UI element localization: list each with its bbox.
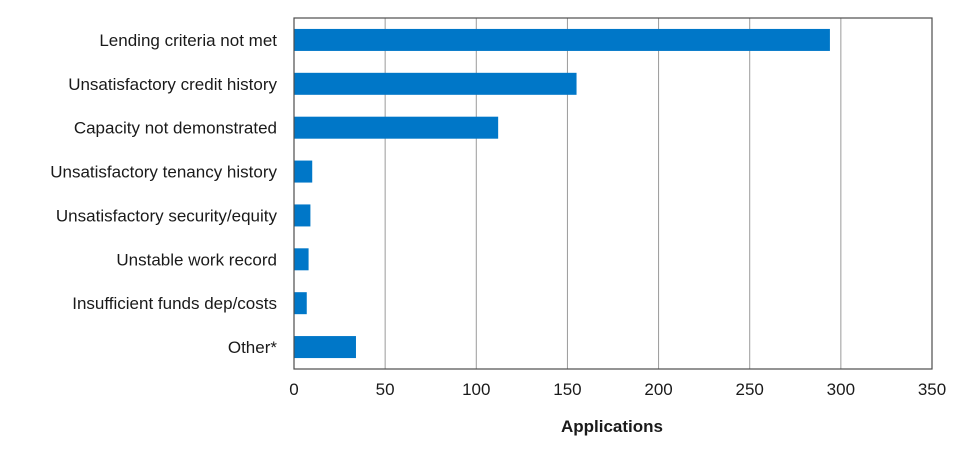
category-labels: Lending criteria not met Unsatisfactory c… (50, 31, 277, 357)
x-tick-label: 250 (736, 380, 764, 399)
bar (294, 72, 577, 95)
bar (294, 204, 311, 227)
x-tick-label: 50 (376, 380, 395, 399)
x-tick-labels: 0 50 100 150 200 250 300 350 (289, 380, 946, 399)
x-tick-label: 200 (644, 380, 672, 399)
category-label: Unstable work record (116, 250, 277, 269)
x-tick-label: 350 (918, 380, 946, 399)
category-label: Capacity not demonstrated (74, 119, 277, 138)
category-label: Other* (228, 338, 278, 357)
bar (294, 292, 307, 315)
bars (294, 28, 830, 359)
bar (294, 248, 309, 271)
bar (294, 116, 499, 139)
x-tick-label: 0 (289, 380, 298, 399)
category-label: Unsatisfactory security/equity (56, 206, 278, 225)
bar (294, 160, 313, 183)
category-label: Unsatisfactory tenancy history (50, 163, 277, 182)
x-tick-label: 100 (462, 380, 490, 399)
category-label: Unsatisfactory credit history (68, 75, 277, 94)
plot-frame (293, 17, 933, 370)
x-tick-label: 150 (553, 380, 581, 399)
x-tick-label: 300 (827, 380, 855, 399)
x-axis-title: Applications (561, 417, 663, 436)
gridlines (384, 18, 842, 369)
bar (294, 336, 356, 359)
bar (294, 28, 830, 51)
category-label: Insufficient funds dep/costs (72, 294, 277, 313)
category-label: Lending criteria not met (99, 31, 277, 50)
